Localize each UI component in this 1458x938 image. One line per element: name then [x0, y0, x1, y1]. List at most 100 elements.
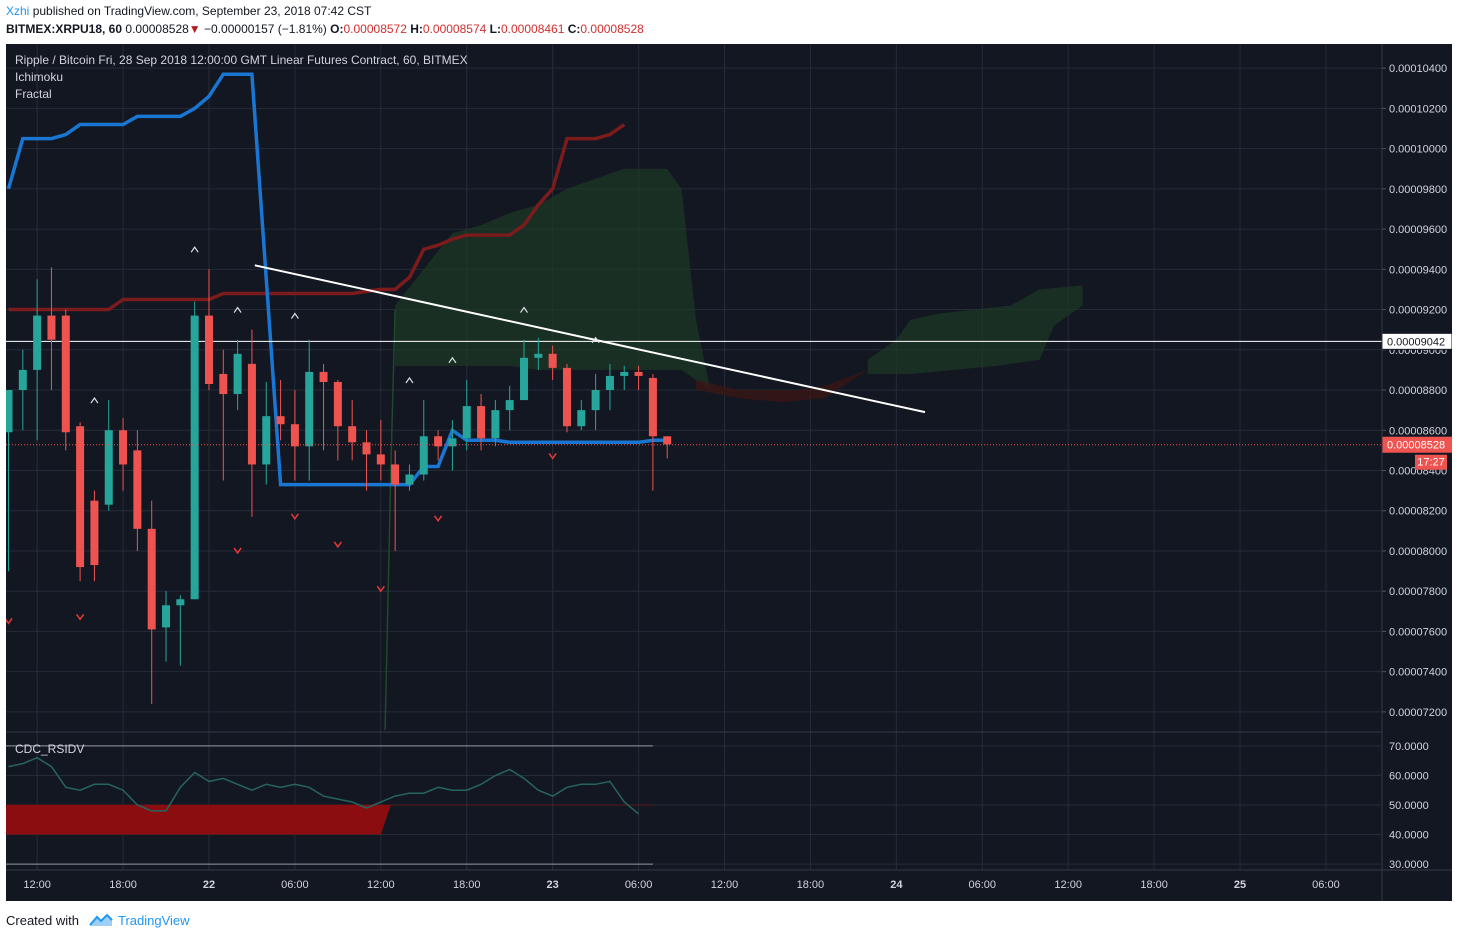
- price-tick-label: 0.00007200: [1389, 707, 1447, 719]
- candle-body: [348, 426, 357, 443]
- price-tick-label: 0.00010400: [1389, 63, 1447, 75]
- fractal-up-icon: [90, 397, 99, 404]
- ichimoku-legend[interactable]: Ichimoku: [15, 70, 64, 84]
- rsi-bearish-fill: [6, 805, 391, 835]
- author-link[interactable]: Xzhi: [6, 4, 30, 18]
- time-tick-label: 18:00: [453, 879, 481, 891]
- fractal-down-icon: [75, 613, 85, 621]
- candle-body: [362, 442, 371, 455]
- fractal-down-icon: [376, 585, 385, 593]
- fractal-up-icon: [520, 306, 529, 313]
- candle-body: [147, 528, 156, 630]
- high-value: 0.00008574: [422, 22, 487, 36]
- candle-body: [405, 474, 414, 485]
- candle-body: [190, 315, 199, 600]
- price-tick-label: 0.00007800: [1389, 586, 1447, 598]
- chart-title-legend: Ripple / Bitcoin Fri, 28 Sep 2018 12:00:…: [15, 53, 468, 67]
- publication-header: Xzhi published on TradingView.com, Septe…: [0, 0, 1458, 44]
- candle-body: [204, 315, 213, 384]
- tradingview-brand-link[interactable]: TradingView: [118, 913, 190, 928]
- candle-body: [18, 369, 27, 391]
- candle-body: [548, 353, 557, 368]
- candle-body: [219, 373, 228, 395]
- fractal-down-icon: [6, 617, 13, 625]
- time-tick-label: 12:00: [1054, 879, 1082, 891]
- candle-body: [577, 410, 586, 427]
- price-tick-label: 0.00007600: [1389, 626, 1447, 638]
- rsi-line: [8, 756, 640, 815]
- candle-body: [520, 357, 529, 401]
- current-price-label-box: [1382, 436, 1452, 453]
- price-tick-label: 0.00008800: [1389, 385, 1447, 397]
- close-label: C:: [567, 22, 581, 36]
- fractal-up-icon: [448, 356, 457, 364]
- senkou-span-b-line: [8, 123, 626, 312]
- candle-body: [90, 500, 99, 566]
- candle-body: [133, 450, 142, 529]
- price-tick-label: 0.00009400: [1389, 264, 1447, 276]
- horizontal-line-label: 0.00009042: [1387, 336, 1445, 348]
- low-label: L:: [489, 22, 501, 36]
- candle-body: [477, 406, 486, 439]
- quote-line: BITMEX:XRPU18, 60 0.00008528▼ −0.0000015…: [6, 22, 644, 36]
- candle-body: [104, 430, 113, 505]
- rsi-tick-label: 70.0000: [1389, 741, 1429, 753]
- price-tick-label: 0.00007400: [1389, 667, 1447, 679]
- time-tick-label: 24: [890, 879, 903, 891]
- rsi-tick-label: 50.0000: [1389, 800, 1429, 812]
- publication-line: Xzhi published on TradingView.com, Septe…: [6, 4, 371, 18]
- candle-body: [319, 371, 328, 382]
- last-price: 0.00008528: [125, 22, 189, 36]
- footer: Created with TradingView: [0, 902, 1458, 938]
- down-arrow-icon: ▼: [188, 22, 201, 36]
- candle-body: [462, 406, 471, 439]
- chart-canvas[interactable]: 0.00010400 0.00010200 0.00010000 0.00009800…: [6, 44, 1452, 901]
- time-tick-label: 23: [547, 879, 559, 891]
- candle-body: [333, 381, 342, 427]
- candle-body: [247, 363, 256, 465]
- price-tick-label: 0.00010000: [1389, 144, 1447, 156]
- open-label: O:: [330, 22, 344, 36]
- fractal-down-icon: [433, 515, 443, 523]
- fractal-up-icon: [233, 306, 242, 313]
- candle-body: [605, 375, 614, 391]
- time-tick-label: 06:00: [1312, 879, 1340, 891]
- time-tick-label: 06:00: [281, 879, 309, 891]
- candle-body: [591, 390, 600, 411]
- current-price-label: 0.00008528: [1387, 440, 1445, 452]
- candle-body: [663, 436, 672, 445]
- fractal-legend[interactable]: Fractal: [15, 87, 52, 101]
- time-tick-label: 12:00: [367, 879, 395, 891]
- candle-body: [419, 436, 428, 475]
- candle-body: [505, 400, 514, 411]
- candle-body: [305, 371, 314, 447]
- tradingview-logo-icon[interactable]: [88, 912, 114, 933]
- rsi-tick-label: 60.0000: [1389, 770, 1429, 782]
- rsi-tick-label: 30.0000: [1389, 859, 1429, 871]
- symbol-label: BITMEX:XRPU18, 60: [6, 22, 123, 36]
- time-tick-label: 22: [203, 879, 215, 891]
- candle-body: [47, 315, 56, 340]
- candle-body: [6, 390, 13, 433]
- fractal-down-icon: [290, 513, 300, 521]
- price-tick-label: 0.00010200: [1389, 103, 1447, 115]
- rsi-pane-legend[interactable]: CDC_RSIDV: [15, 742, 85, 756]
- ichimoku-bearish-twist: [695, 369, 868, 403]
- fractal-down-icon: [333, 541, 342, 549]
- rsi-tick-label: 40.0000: [1389, 830, 1429, 842]
- time-tick-label: 18:00: [1140, 879, 1168, 891]
- price-tick-label: 0.00008200: [1389, 506, 1447, 518]
- candle-body: [562, 367, 571, 427]
- candle-body: [434, 436, 443, 447]
- ichimoku-future-cloud: [867, 285, 1083, 374]
- candle-body: [61, 315, 70, 433]
- low-value: 0.00008461: [500, 22, 565, 36]
- candle-body: [634, 371, 643, 376]
- candle-body: [290, 424, 299, 447]
- candle-body: [620, 371, 629, 376]
- candle-body: [76, 426, 85, 568]
- countdown-label-box: [1415, 454, 1447, 470]
- chart-area[interactable]: 0.00010400 0.00010200 0.00010000 0.00009800…: [6, 44, 1452, 901]
- lagging-span-line: [384, 309, 396, 731]
- price-tick-label: 0.00008000: [1389, 546, 1447, 558]
